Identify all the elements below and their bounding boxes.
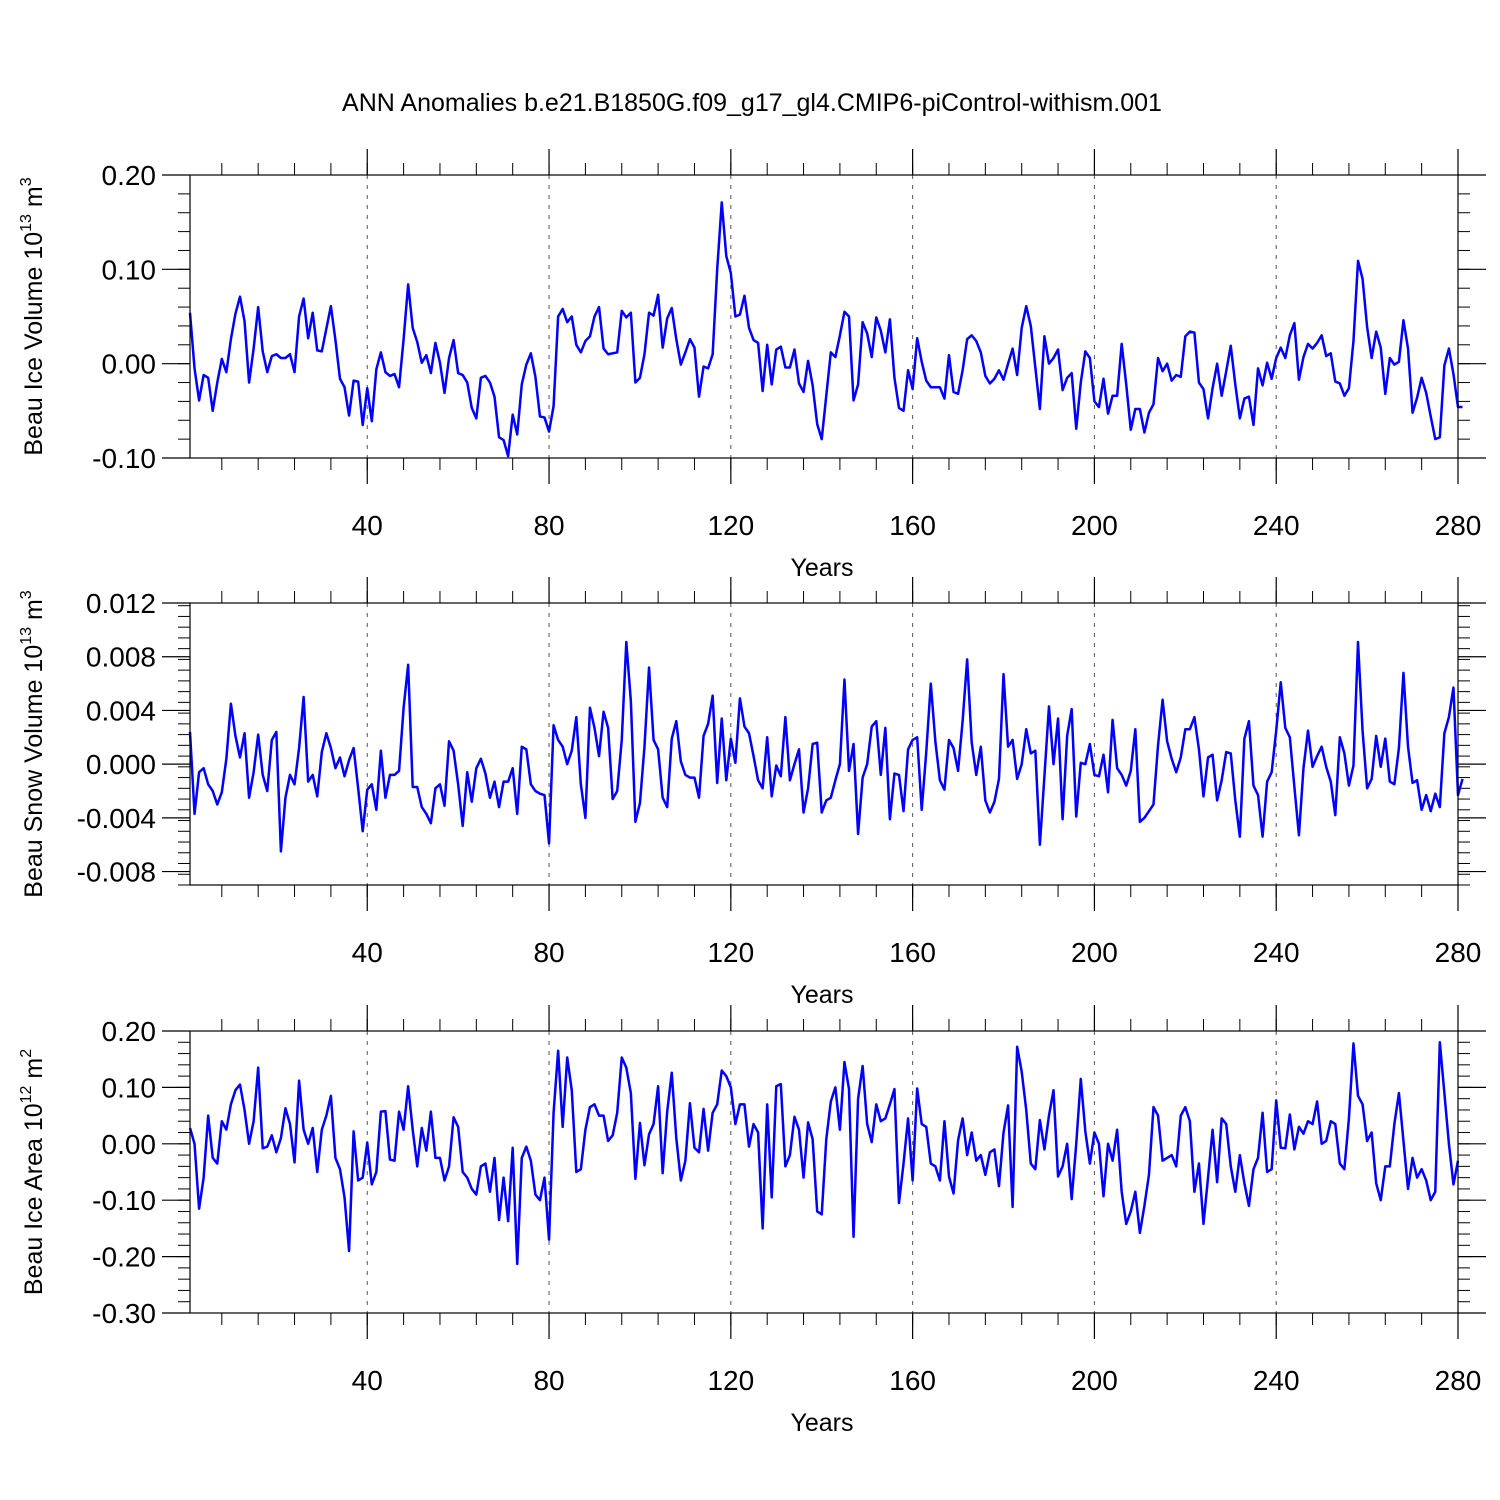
chart-panels: -0.10 0.00 0.10 0.20 40 80 120 160 200 240 280 Year… <box>18 149 1486 1437</box>
snow-volume-ytick-label: -0.008 <box>77 857 156 888</box>
snow-volume-x-axis-title: Years <box>790 981 853 1009</box>
panel-snow-volume: -0.008 -0.004 0.000 0.004 0.008 0.012 40 80 120 1… <box>18 577 1486 1009</box>
snow-volume-ytick-label: 0.004 <box>86 695 156 726</box>
ice-volume-xtick-label: 80 <box>533 510 564 541</box>
snow-volume-ytick-label: 0.000 <box>86 749 156 780</box>
snow-volume-xtick-label: 80 <box>533 937 564 968</box>
ice-area-xtick-label: 240 <box>1253 1365 1300 1396</box>
snow-volume-xtick-label: 40 <box>352 937 383 968</box>
ice-area-ytick-label: 0.00 <box>102 1129 157 1160</box>
ice-volume-xtick-label: 40 <box>352 510 383 541</box>
snow-volume-xtick-label: 280 <box>1435 937 1482 968</box>
ice-area-x-axis-title: Years <box>790 1409 853 1437</box>
ice-volume-ytick-label: -0.10 <box>92 443 156 474</box>
snow-volume-frame <box>189 602 1459 886</box>
ice-area-ytick-label: -0.10 <box>92 1185 156 1216</box>
snow-volume-y-axis-title: Beau Snow Volume 1013 m3 <box>18 590 48 898</box>
ice-area-series-line <box>188 1041 1460 1266</box>
ice-area-xtick-label: 120 <box>707 1365 754 1396</box>
ice-area-xtick-label: 40 <box>352 1365 383 1396</box>
ice-volume-xtick-label: 200 <box>1071 510 1118 541</box>
ice-area-xtick-label: 200 <box>1071 1365 1118 1396</box>
ice-volume-xtick-label: 280 <box>1435 510 1482 541</box>
ice-volume-xtick-label: 120 <box>707 510 754 541</box>
snow-volume-xtick-label: 160 <box>889 937 936 968</box>
ice-volume-ytick-label: 0.10 <box>102 254 157 285</box>
ice-volume-ytick-label: 0.20 <box>102 160 157 191</box>
ice-area-ytick-label: 0.20 <box>102 1016 157 1047</box>
ice-area-frame <box>189 1030 1459 1314</box>
figure-title: ANN Anomalies b.e21.B1850G.f09_g17_gl4.C… <box>342 89 1162 117</box>
ice-volume-ytick-label: 0.00 <box>102 349 157 380</box>
ice-volume-data-points <box>189 201 1464 457</box>
snow-volume-ytick-label: -0.004 <box>77 803 156 834</box>
ice-area-ytick-label: 0.10 <box>102 1072 157 1103</box>
ice-volume-xtick-label: 240 <box>1253 510 1300 541</box>
ice-area-xtick-label: 80 <box>533 1365 564 1396</box>
ice-area-ytick-label: -0.30 <box>92 1298 156 1329</box>
snow-volume-ytick-label: 0.008 <box>86 642 156 673</box>
snow-volume-series-line <box>188 640 1464 853</box>
ice-volume-series-line <box>188 201 1463 458</box>
ice-area-y-axis-title: Beau Ice Area 1012 m2 <box>18 1049 48 1295</box>
panel-ice-volume: -0.10 0.00 0.10 0.20 40 80 120 160 200 240 280 Year… <box>18 149 1486 582</box>
snow-volume-xtick-label: 240 <box>1253 937 1300 968</box>
ice-volume-x-axis-title: Years <box>790 554 853 582</box>
snow-volume-data-points <box>189 641 1464 853</box>
panel-ice-area: -0.30 -0.20 -0.10 0.00 0.10 0.20 40 80 120 160 200… <box>18 1005 1486 1437</box>
snow-volume-xtick-label: 120 <box>707 937 754 968</box>
ice-volume-frame <box>189 174 1459 459</box>
ice-volume-xtick-label: 160 <box>889 510 936 541</box>
ice-area-xtick-label: 160 <box>889 1365 936 1396</box>
ice-area-xtick-label: 280 <box>1435 1365 1482 1396</box>
snow-volume-ytick-label: 0.012 <box>86 588 156 619</box>
ice-volume-y-axis-title: Beau Ice Volume 1013 m3 <box>18 177 48 455</box>
snow-volume-xtick-label: 200 <box>1071 937 1118 968</box>
ice-area-ytick-label: -0.20 <box>92 1242 156 1273</box>
ice-area-data-points <box>189 1041 1459 1265</box>
